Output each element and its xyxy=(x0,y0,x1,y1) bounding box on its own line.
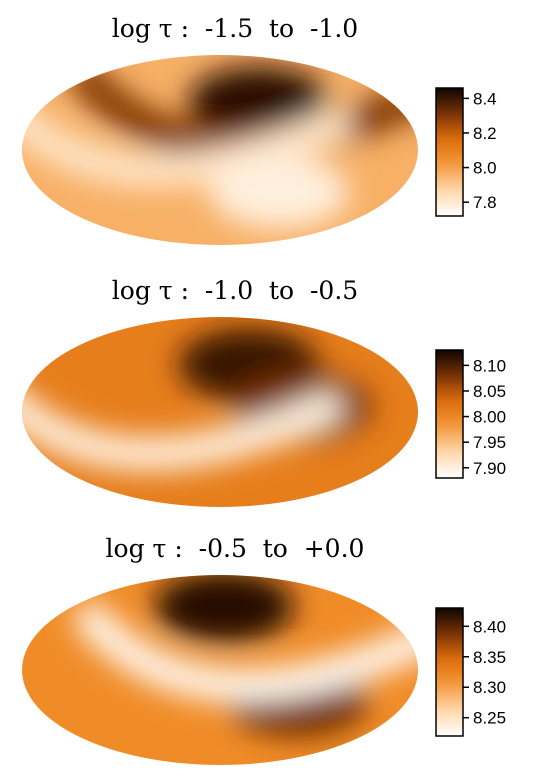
colorbar xyxy=(435,607,464,737)
colorbar-tick-label: 7.90 xyxy=(473,459,506,478)
colorbar xyxy=(435,349,464,479)
map-feature-bright-arc xyxy=(22,88,352,188)
map-panel-3: log τ : -0.5 to +0.0 8.40 8.35 8.30 8.25 xyxy=(0,520,557,780)
map-feature-bright-arc xyxy=(22,371,344,471)
surface-map: 8.10 8.05 8.00 7.95 7.90 xyxy=(22,317,506,507)
colorbar-tick-label: 8.35 xyxy=(473,648,506,667)
map-feature-dark-spot xyxy=(154,575,295,643)
panel-title: log τ : -1.0 to -0.5 xyxy=(111,276,359,305)
colorbar-tick-label: 8.40 xyxy=(473,617,506,636)
surface-map: 8.4 8.2 8.0 7.8 xyxy=(22,55,497,245)
panel-title: log τ : -0.5 to +0.0 xyxy=(105,534,365,563)
colorbar xyxy=(435,87,464,217)
map-panel-2: log τ : -1.0 to -0.5 8.10 8.05 8.00 7.95 7.90 xyxy=(0,262,557,522)
colorbar-tick-label: 8.10 xyxy=(473,356,506,375)
colorbar-tick-label: 7.95 xyxy=(473,433,506,452)
surface-map: 8.40 8.35 8.30 8.25 xyxy=(22,575,506,765)
colorbar-tick-label: 8.2 xyxy=(473,124,497,143)
colorbar-tick-label: 8.0 xyxy=(473,159,497,178)
colorbar-tick-label: 8.05 xyxy=(473,382,506,401)
map-feature-dark-spot xyxy=(188,66,329,139)
colorbar-tick-label: 8.30 xyxy=(473,678,506,697)
colorbar-tick-label: 8.25 xyxy=(473,709,506,728)
map-panel-1: log τ : -1.5 to -1.0 8.4 8.2 8.0 7.8 xyxy=(0,0,557,260)
colorbar-tick-label: 8.00 xyxy=(473,408,506,427)
colorbar-tick-label: 8.4 xyxy=(473,89,497,108)
map-feature-bright-band xyxy=(75,603,418,703)
map-feature-dark-band xyxy=(69,61,418,162)
map-feature-bright-patch xyxy=(209,156,350,229)
panel-title: log τ : -1.5 to -1.0 xyxy=(111,14,359,43)
colorbar-tick-label: 7.8 xyxy=(473,193,497,212)
